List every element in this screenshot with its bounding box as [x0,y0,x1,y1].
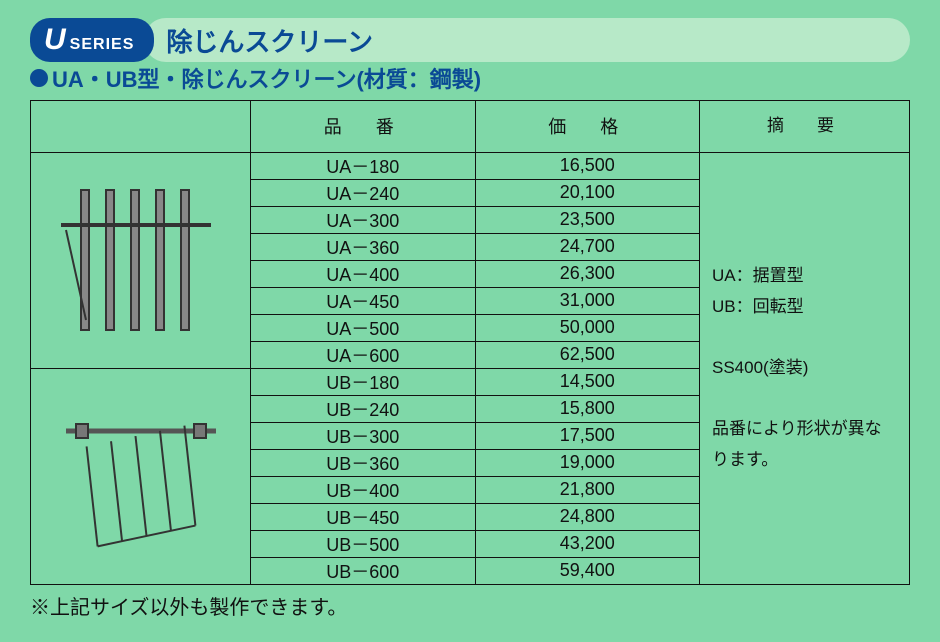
cell-pn: UA－500 [251,314,476,341]
product-image-ua [31,152,251,368]
cell-pn: UB－400 [251,476,476,503]
cell-price: 19,000 [475,449,700,476]
footnote: ※上記サイズ以外も製作できます。 [30,591,910,620]
cell-price: 50,000 [475,314,700,341]
cell-pn: UA－600 [251,341,476,368]
cell-pn: UA－240 [251,179,476,206]
cell-pn: UA－300 [251,206,476,233]
series-badge: U SERIES [30,18,154,62]
cell-pn: UA－450 [251,287,476,314]
col-notes: 摘 要 [700,101,910,153]
subtitle: UA・UB型・除じんスクリーン(材質：鋼製) [30,62,910,94]
cell-price: 14,500 [475,368,700,395]
subtitle-text: UA・UB型・除じんスクリーン(材質：鋼製) [52,62,481,94]
cell-pn: UB－500 [251,530,476,557]
col-image [31,101,251,153]
cell-price: 15,800 [475,395,700,422]
cell-price: 17,500 [475,422,700,449]
product-image-ub [31,368,251,584]
cell-price: 23,500 [475,206,700,233]
cell-pn: UB－180 [251,368,476,395]
ua-screen-icon [51,170,231,350]
cell-price: 21,800 [475,476,700,503]
ub-screen-icon [51,396,231,556]
note-line: UA：据置型 [712,261,897,292]
cell-price: 62,500 [475,341,700,368]
table-row: UA－180 16,500 UA：据置型 UB：回転型 SS400(塗装) 品番… [31,152,910,179]
cell-price: 16,500 [475,152,700,179]
cell-price: 26,300 [475,260,700,287]
col-partno: 品 番 [251,101,476,153]
cell-pn: UA－180 [251,152,476,179]
cell-price: 24,800 [475,503,700,530]
cell-pn: UB－600 [251,557,476,584]
cell-price: 59,400 [475,557,700,584]
cell-pn: UB－300 [251,422,476,449]
series-text: SERIES [70,29,135,61]
cell-pn: UA－360 [251,233,476,260]
col-price: 価 格 [475,101,700,153]
cell-pn: UA－400 [251,260,476,287]
cell-pn: UB－450 [251,503,476,530]
note-line: SS400(塗装) [712,353,897,384]
bullet-icon [30,69,48,87]
cell-price: 20,100 [475,179,700,206]
cell-price: 31,000 [475,287,700,314]
note-line: UB：回転型 [712,292,897,323]
cell-price: 43,200 [475,530,700,557]
cell-pn: UB－240 [251,395,476,422]
table-header-row: 品 番 価 格 摘 要 [31,101,910,153]
cell-price: 24,700 [475,233,700,260]
series-letter: U [44,24,66,56]
notes-cell: UA：据置型 UB：回転型 SS400(塗装) 品番により形状が異なります。 [700,152,910,584]
note-line: 品番により形状が異なります。 [712,414,897,475]
cell-pn: UB－360 [251,449,476,476]
page-title: 除じんスクリーン [144,18,910,62]
price-table: 品 番 価 格 摘 要 UA－180 16,500 UA：据置型 UB：回転型 [30,100,910,585]
header-bar: U SERIES 除じんスクリーン [30,18,910,62]
